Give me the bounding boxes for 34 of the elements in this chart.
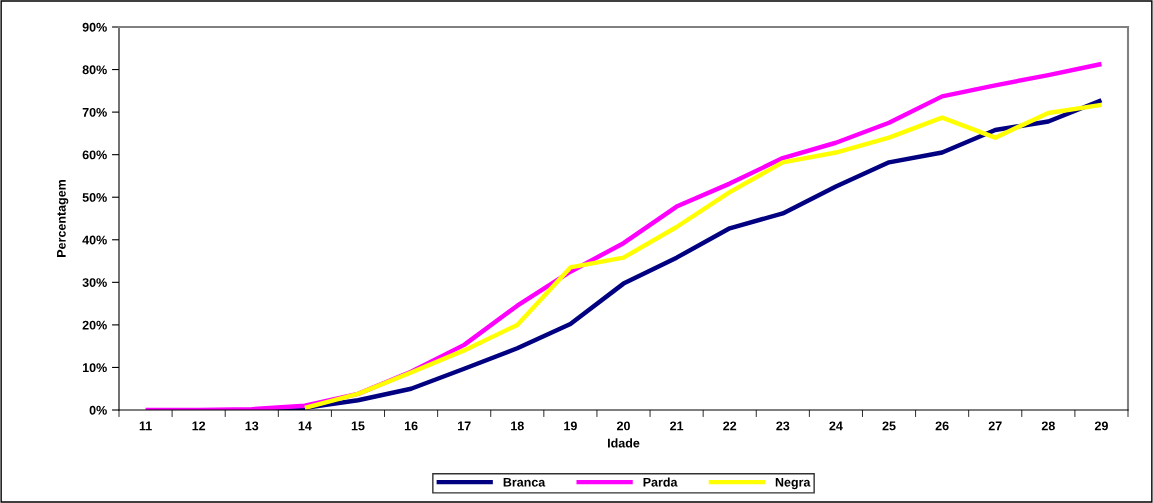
y-tick-label: 0%: [89, 405, 107, 415]
x-tick-label: 23: [776, 421, 790, 431]
y-axis-title: Percentagem: [57, 180, 69, 257]
y-tick-label: 50%: [82, 193, 107, 202]
x-tick-label: 18: [511, 421, 524, 431]
x-tick-label: 21: [670, 421, 684, 431]
x-tick-label: 26: [935, 421, 949, 431]
x-tick-label: 12: [192, 421, 206, 431]
y-tick-label: 20%: [82, 320, 107, 330]
x-tick-label: 20: [616, 421, 630, 431]
legend-label: Negra: [775, 477, 811, 490]
x-tick-label: 19: [564, 421, 577, 431]
y-tick-label: 90%: [82, 22, 107, 32]
y-tick-label: 80%: [82, 65, 107, 75]
x-tick-label: 13: [245, 421, 259, 431]
y-tick-label: 40%: [82, 235, 107, 245]
x-tick-label: 25: [882, 421, 896, 431]
x-tick-label: 11: [139, 421, 152, 431]
x-tick-label: 28: [1041, 421, 1055, 431]
legend-label: Branca: [503, 477, 546, 487]
y-tick-label: 10%: [82, 363, 107, 373]
legend-label: Parda: [643, 477, 678, 487]
y-tick-label: 30%: [82, 278, 107, 287]
x-tick-label: 27: [988, 421, 1002, 431]
x-tick-label: 17: [458, 421, 471, 431]
x-tick-label: 16: [404, 421, 418, 431]
x-axis-title: Idade: [608, 438, 640, 448]
y-tick-label: 70%: [82, 107, 107, 117]
x-tick-label: 14: [298, 421, 312, 431]
x-tick-label: 29: [1094, 421, 1108, 431]
x-tick-label: 24: [829, 421, 843, 431]
x-tick-label: 22: [723, 421, 737, 431]
x-tick-label: 15: [351, 421, 365, 431]
y-tick-label: 60%: [82, 150, 107, 160]
